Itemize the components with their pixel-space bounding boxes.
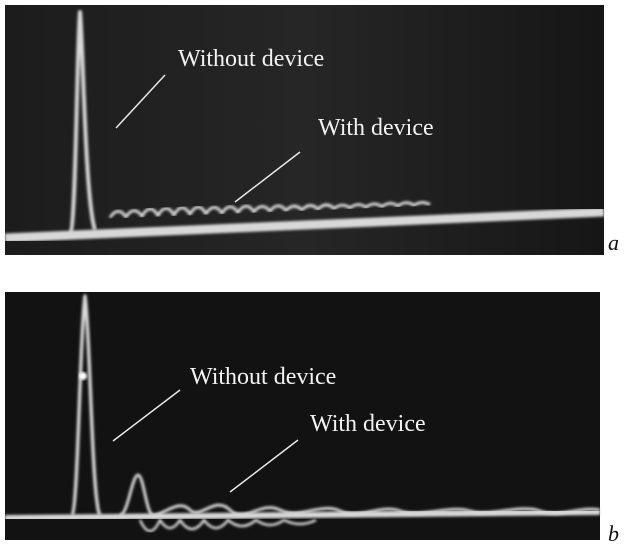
page: Without device With device a Without dev… xyxy=(0,0,624,546)
screen xyxy=(5,292,600,540)
panel-label: a xyxy=(608,230,619,255)
panel-label: b xyxy=(608,521,619,546)
panel-a: Without device With device a xyxy=(5,5,619,255)
panel-b: Without device With device b xyxy=(5,292,619,546)
annotation: Without device xyxy=(178,46,324,72)
annotation: Without device xyxy=(190,364,336,390)
annotation: With device xyxy=(310,411,426,437)
bright-spot xyxy=(79,372,87,380)
annotation: With device xyxy=(318,115,434,141)
figure: Without device With device a Without dev… xyxy=(0,0,624,546)
